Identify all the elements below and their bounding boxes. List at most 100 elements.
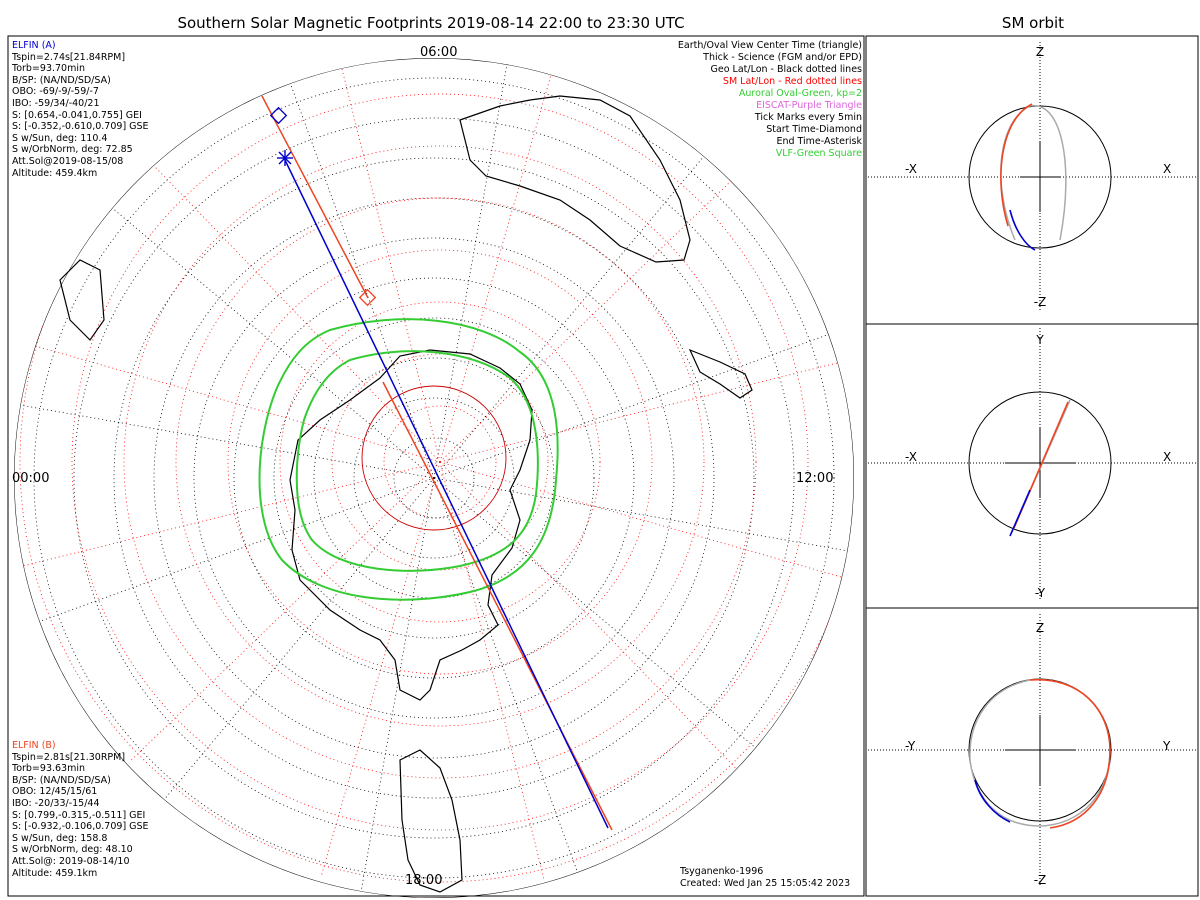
- orbit-3-top: Z: [1036, 621, 1044, 635]
- elfin-a-track: [269, 106, 609, 829]
- orbit-3-left: -Y: [905, 739, 916, 753]
- sm-lat-circle: [383, 405, 497, 519]
- orbit-2-top: Y: [1035, 333, 1044, 347]
- legend-item: Tick Marks every 5min: [754, 112, 862, 123]
- elfin-a-line: OBO: -69/-9/-59/-7: [12, 86, 99, 98]
- coastlines: [59, 95, 753, 893]
- page-title: Southern Solar Magnetic Footprints 2019-…: [177, 14, 685, 32]
- orbit-2-right: X: [1163, 450, 1171, 464]
- elfin-b-lines: Tspin=2.81s[21.30RPM] Torb=93.63min B/SP: …: [12, 752, 149, 880]
- orbit-3-bottom: -Z: [1034, 873, 1047, 887]
- sm-grid: [19, 58, 854, 883]
- elfin-b-title: ELFIN (B): [12, 740, 56, 751]
- legend-item: EISCAT-Purple Triangle: [756, 100, 862, 111]
- legend-item: Geo Lat/Lon - Black dotted lines: [710, 64, 862, 75]
- legend-item: VLF-Green Square: [775, 148, 862, 159]
- footer-created: Created: Wed Jan 25 15:05:42 2023: [680, 877, 851, 889]
- elfin-a-line: Altitude: 459.4km: [12, 167, 98, 179]
- sm-lat-circle: [123, 145, 757, 779]
- sm-lat-circle: [331, 353, 549, 571]
- elfin-b-line: S w/Sun, deg: 158.8: [12, 832, 108, 844]
- orbit-2-left: -X: [905, 450, 917, 464]
- geo-lat-circle: [273, 317, 595, 639]
- legend-item: Thick - Science (FGM and/or EPD): [703, 52, 862, 63]
- orbit-2-bottom: -Y: [1035, 586, 1046, 600]
- orbit-1-right: X: [1163, 162, 1171, 176]
- orbit-1-top: Z: [1036, 45, 1044, 59]
- legend-item: Auroral Oval-Green, kp=2: [738, 88, 862, 99]
- sm-lon-line: [439, 461, 854, 581]
- orbit-panel-yz: Z -Z -Y Y: [868, 614, 1196, 887]
- auroral-oval-outer: [258, 318, 559, 601]
- australia-coast: [459, 95, 691, 263]
- elfin-b-line: IBO: -20/33/-15/44: [12, 797, 100, 809]
- legend-item: SM Lat/Lon - Red dotted lines: [722, 76, 862, 87]
- elfin-b-line: Att.Sol@: 2019-08-14/10: [12, 855, 130, 867]
- sm-lon-line: [439, 58, 559, 463]
- sm-lon-line: [439, 163, 750, 463]
- legend-item: End Time-Asterisk: [776, 136, 862, 147]
- elfin-b-line: B/SP: (NA/ND/SD/SA): [12, 774, 111, 786]
- elfin-a-line: Att.Sol@2019-08-15/08: [12, 155, 124, 167]
- elfin-b-line: Tspin=2.81s[21.30RPM]: [12, 751, 126, 763]
- africa-coast: [59, 259, 105, 341]
- elfin-a-line: S: [0.654,-0.041,0.755] GEI: [12, 109, 142, 121]
- legend-item: Earth/Oval View Center Time (triangle): [677, 40, 862, 51]
- sm-lon-line: [321, 461, 441, 876]
- sm-lon-line: [26, 343, 441, 463]
- lt-label-left: 00:00: [12, 471, 49, 486]
- orbit-1-bottom: -Z: [1034, 295, 1047, 309]
- sm-pole-circle: [361, 385, 507, 531]
- sm-lon-line: [130, 461, 441, 761]
- geo-lat-circle: [153, 197, 715, 759]
- geo-lon-line: [29, 477, 435, 626]
- elfin-b-line: S: [0.799,-0.315,-0.511] GEI: [12, 809, 146, 821]
- elfin-a-lines: Tspin=2.74s[21.84RPM] Torb=93.70min B/SP: …: [12, 52, 149, 180]
- elfin-b-line: Torb=93.63min: [12, 763, 86, 775]
- elfin-b-info: ELFIN (B) Tspin=2.81s[21.30RPM] Torb=93.6…: [12, 740, 149, 879]
- geo-lon-line: [433, 58, 510, 479]
- sm-lon-line: [141, 152, 441, 463]
- orbit-3-right: Y: [1162, 739, 1171, 753]
- elfin-b-line: Altitude: 459.1km: [12, 867, 98, 879]
- geo-lat-circle: [233, 277, 635, 679]
- south-america-coast: [399, 749, 463, 893]
- elfin-a-line: Torb=93.70min: [12, 63, 86, 75]
- elfin-a-info: ELFIN (A) Tspin=2.74s[21.84RPM] Torb=93.7…: [12, 40, 149, 179]
- elfin-a-line: B/SP: (NA/ND/SD/SA): [12, 74, 111, 86]
- elfin-a-end-asterisk: [277, 150, 293, 166]
- antarctica-coast: [289, 349, 533, 701]
- orbit-frame: [865, 35, 1199, 897]
- sm-lon-line: [22, 461, 441, 567]
- orbit-title: SM orbit: [1001, 14, 1065, 32]
- elfin-a-line: Tspin=2.74s[21.84RPM]: [12, 51, 126, 63]
- geo-lon-line: [433, 477, 854, 554]
- auroral-oval-inner: [295, 350, 539, 572]
- footer: Tsyganenko-1996 Created: Wed Jan 25 15:0…: [680, 866, 850, 889]
- elfin-a-line: IBO: -59/34/-40/21: [12, 97, 100, 109]
- geo-lon-line: [433, 330, 839, 479]
- map-frame: [7, 35, 865, 897]
- elfin-b-line: S w/OrbNorm, deg: 48.10: [12, 844, 133, 856]
- lt-label-bottom: 18:00: [405, 873, 442, 888]
- new-zealand-coast: [688, 348, 753, 399]
- elfin-b-line: S: [-0.932,-0.106,0.709] GSE: [12, 821, 149, 833]
- orbit-1-left: -X: [905, 162, 917, 176]
- auroral-ovals: [258, 318, 559, 601]
- geo-lon-line: [433, 477, 764, 755]
- geo-lon-line: [358, 477, 435, 898]
- lt-label-right: 12:00: [796, 471, 833, 486]
- geo-lat-circle: [33, 77, 835, 879]
- geo-lon-line: [286, 73, 435, 479]
- orbit-panel-xy: Y -Y -X X: [868, 328, 1196, 600]
- legend-item: Start Time-Diamond: [766, 124, 862, 135]
- sm-lat-circle: [71, 93, 809, 831]
- geo-lat-circle: [193, 237, 675, 719]
- sm-lat-circle: [227, 249, 653, 675]
- elfin-a-line: S w/Sun, deg: 110.4: [12, 132, 108, 144]
- geo-lon-line: [14, 402, 435, 479]
- geo-lon-line: [433, 148, 711, 479]
- map-legend: Earth/Oval View Center Time (triangle) Th…: [678, 40, 862, 160]
- elfin-a-start-diamond: [269, 106, 288, 125]
